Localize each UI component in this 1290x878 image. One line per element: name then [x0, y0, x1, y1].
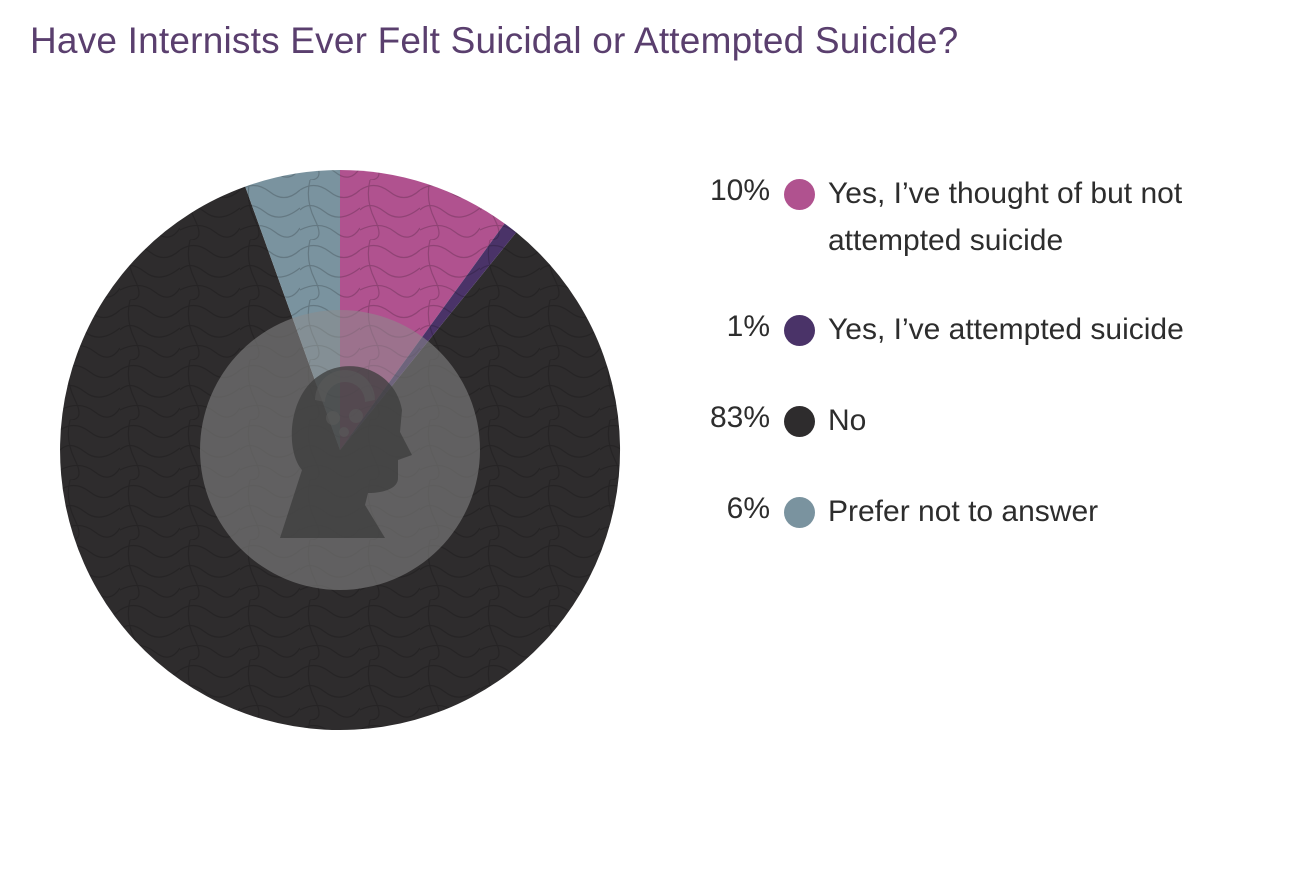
- legend-label: Prefer not to answer: [828, 495, 1099, 528]
- legend-dot-purple: [784, 315, 815, 346]
- legend-label: Yes, I’ve attempted suicide: [828, 313, 1184, 346]
- pie-chart: [60, 170, 621, 731]
- legend-dot-blue: [784, 497, 815, 528]
- legend-label: Yes, I’ve thought of but not attempted s…: [828, 177, 1183, 257]
- head-silhouette-icon: [280, 366, 412, 538]
- legend-pct: 6%: [726, 492, 770, 525]
- thought-dots-icon: [315, 370, 375, 437]
- legend-dot-pink: [784, 179, 815, 210]
- legend-label: No: [828, 404, 867, 437]
- legend-pct: 10%: [709, 174, 770, 207]
- legend-pct: 1%: [726, 310, 770, 343]
- legend-pct: 83%: [709, 401, 770, 434]
- legend-dot-black: [784, 406, 815, 437]
- chart-title: Have Internists Ever Felt Suicidal or At…: [30, 20, 959, 61]
